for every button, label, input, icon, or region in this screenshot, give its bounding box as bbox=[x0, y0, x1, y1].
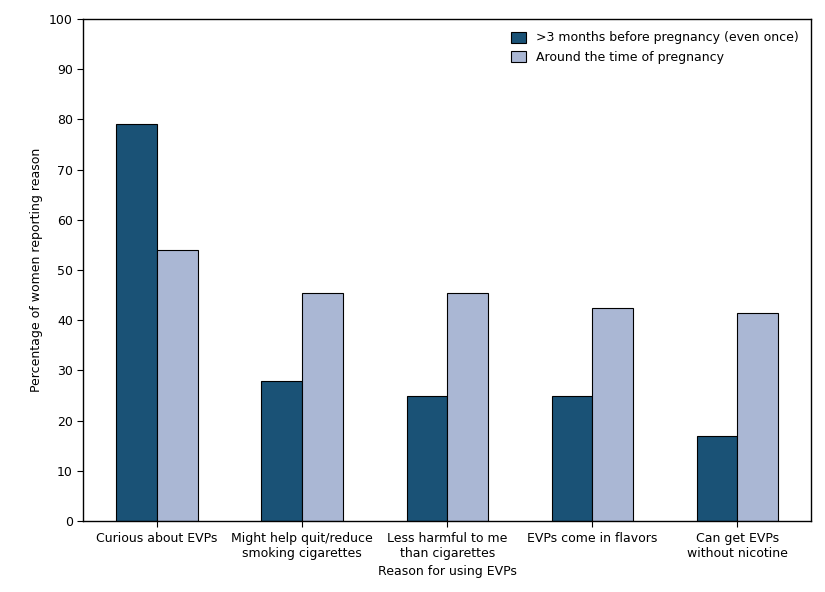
Bar bbox=[447, 292, 488, 521]
Bar bbox=[157, 250, 197, 521]
Bar bbox=[116, 124, 157, 521]
Bar bbox=[697, 436, 738, 521]
Bar bbox=[262, 381, 302, 521]
Bar bbox=[552, 395, 592, 521]
Bar bbox=[592, 308, 633, 521]
Bar bbox=[407, 395, 447, 521]
Bar bbox=[302, 292, 342, 521]
Legend: >3 months before pregnancy (even once), Around the time of pregnancy: >3 months before pregnancy (even once), … bbox=[505, 25, 805, 70]
X-axis label: Reason for using EVPs: Reason for using EVPs bbox=[378, 565, 516, 578]
Y-axis label: Percentage of women reporting reason: Percentage of women reporting reason bbox=[31, 148, 44, 392]
Bar bbox=[738, 313, 778, 521]
